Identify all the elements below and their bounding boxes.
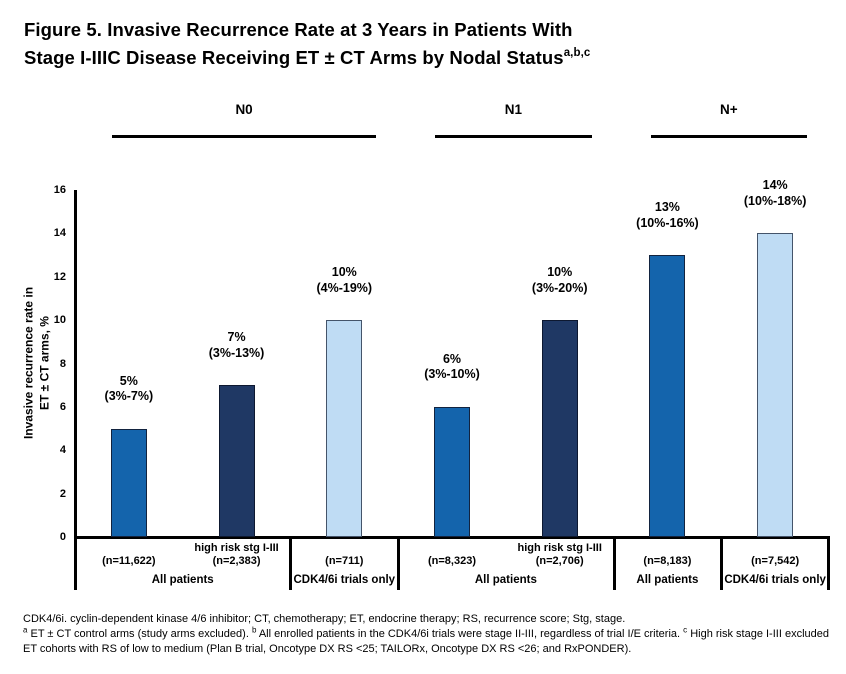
bar	[218, 385, 255, 537]
bar-ci: (3%-13%)	[208, 345, 265, 360]
bar-value-label: 10% (4%-19%)	[269, 265, 419, 296]
bar-percent: 14%	[762, 178, 788, 193]
cell-divider	[720, 536, 724, 590]
figure-title: Figure 5. Invasive Recurrence Rate at 3 …	[24, 16, 824, 72]
bar-percent: 10%	[547, 265, 573, 280]
footnote-superscript: b	[251, 625, 257, 635]
y-axis-line	[74, 190, 77, 590]
cell-group-label: CDK4/6i trials only	[724, 574, 826, 586]
cell-group-label: All patients	[151, 574, 214, 586]
bar-n-label: high risk stg I-III (n=2,706)	[485, 542, 635, 568]
risk-label: high risk stg I-III	[517, 542, 602, 554]
cell-divider	[612, 536, 616, 590]
bar-ci: (3%-20%)	[531, 280, 588, 295]
cell-divider	[289, 536, 293, 590]
figure-title-line1: Figure 5. Invasive Recurrence Rate at 3 …	[24, 19, 573, 40]
bar-value-label: 7% (3%-13%)	[162, 330, 312, 361]
bar-n-label: (n=8,323)	[428, 555, 476, 567]
bar-ci: (3%-10%)	[424, 367, 480, 382]
y-tick-label: 16	[53, 184, 66, 196]
figure-title-superscript: a,b,c	[563, 46, 591, 59]
bar-value-label: 6% (3%-10%)	[377, 352, 527, 383]
lettered-notes: a ET ± CT control arms (study arms exclu…	[23, 625, 829, 655]
nodal-group-line	[112, 135, 377, 138]
bar	[434, 406, 470, 537]
n-count: (n=2,706)	[535, 555, 584, 567]
cell-divider	[827, 536, 830, 590]
y-tick-label: 6	[59, 400, 66, 413]
y-tick-label: 8	[59, 357, 66, 370]
bar-ci: (4%-19%)	[316, 280, 373, 295]
footnote-superscript: c	[683, 625, 688, 635]
y-tick-label: 12	[53, 270, 66, 283]
bar-n-label: high risk stg I-III (n=2,383)	[162, 542, 312, 568]
bar	[649, 255, 686, 537]
bar-n-label: (n=11,622)	[102, 555, 156, 567]
bar-value-label: 13% (10%-16%)	[592, 200, 742, 231]
bar	[541, 320, 578, 537]
y-tick-label: 14	[53, 227, 66, 240]
y-tick-label: 10	[53, 314, 66, 327]
bar-percent: 10%	[331, 265, 357, 280]
bar-value-label: 10% (3%-20%)	[485, 265, 635, 296]
n-count: (n=2,383)	[212, 555, 261, 567]
cell-group-label: CDK4/6i trials only	[293, 574, 396, 586]
nodal-group-line	[650, 135, 807, 138]
footnote-superscript: a	[23, 625, 28, 635]
risk-label: high risk stg I-III	[194, 542, 279, 554]
bar-n-label: (n=8,183)	[643, 555, 692, 567]
bar-n-label: (n=7,542)	[751, 555, 800, 567]
cell-divider	[397, 536, 401, 590]
bar	[326, 320, 363, 537]
nodal-group-label: N1	[504, 102, 522, 117]
bar-ci: (3%-7%)	[104, 389, 154, 404]
cell-group-label: All patients	[636, 574, 699, 586]
cell-group-label: All patients	[474, 574, 537, 586]
nodal-group-label: N+	[719, 102, 738, 117]
bar	[757, 233, 794, 537]
bar-ci: (10%-16%)	[636, 215, 699, 230]
bar-ci: (10%-18%)	[743, 193, 807, 208]
bar-value-label: 14% (10%-18%)	[700, 178, 846, 209]
bar-percent: 5%	[119, 373, 138, 388]
footnotes: CDK4/6i. cyclin-dependent kinase 4/6 inh…	[23, 612, 829, 657]
figure-title-line2: Stage I-IIIC Disease Receiving ET ± CT A…	[24, 46, 564, 68]
bar-value-label: 5% (3%-7%)	[54, 374, 204, 405]
bar-percent: 13%	[654, 200, 680, 215]
nodal-group-line	[435, 135, 592, 138]
x-axis-line	[74, 536, 829, 539]
bar	[110, 428, 147, 537]
y-tick-label: 0	[59, 531, 66, 543]
bar-percent: 6%	[442, 351, 462, 366]
bar-n-label: (n=711)	[325, 555, 364, 567]
bar-percent: 7%	[227, 330, 246, 345]
y-tick-label: 2	[59, 487, 66, 500]
nodal-group-label: N0	[235, 102, 253, 117]
abbreviations-note: CDK4/6i. cyclin-dependent kinase 4/6 inh…	[23, 613, 626, 625]
y-axis-label-line1: Invasive recurrence rate in	[21, 286, 36, 440]
y-tick-label: 4	[59, 444, 66, 457]
